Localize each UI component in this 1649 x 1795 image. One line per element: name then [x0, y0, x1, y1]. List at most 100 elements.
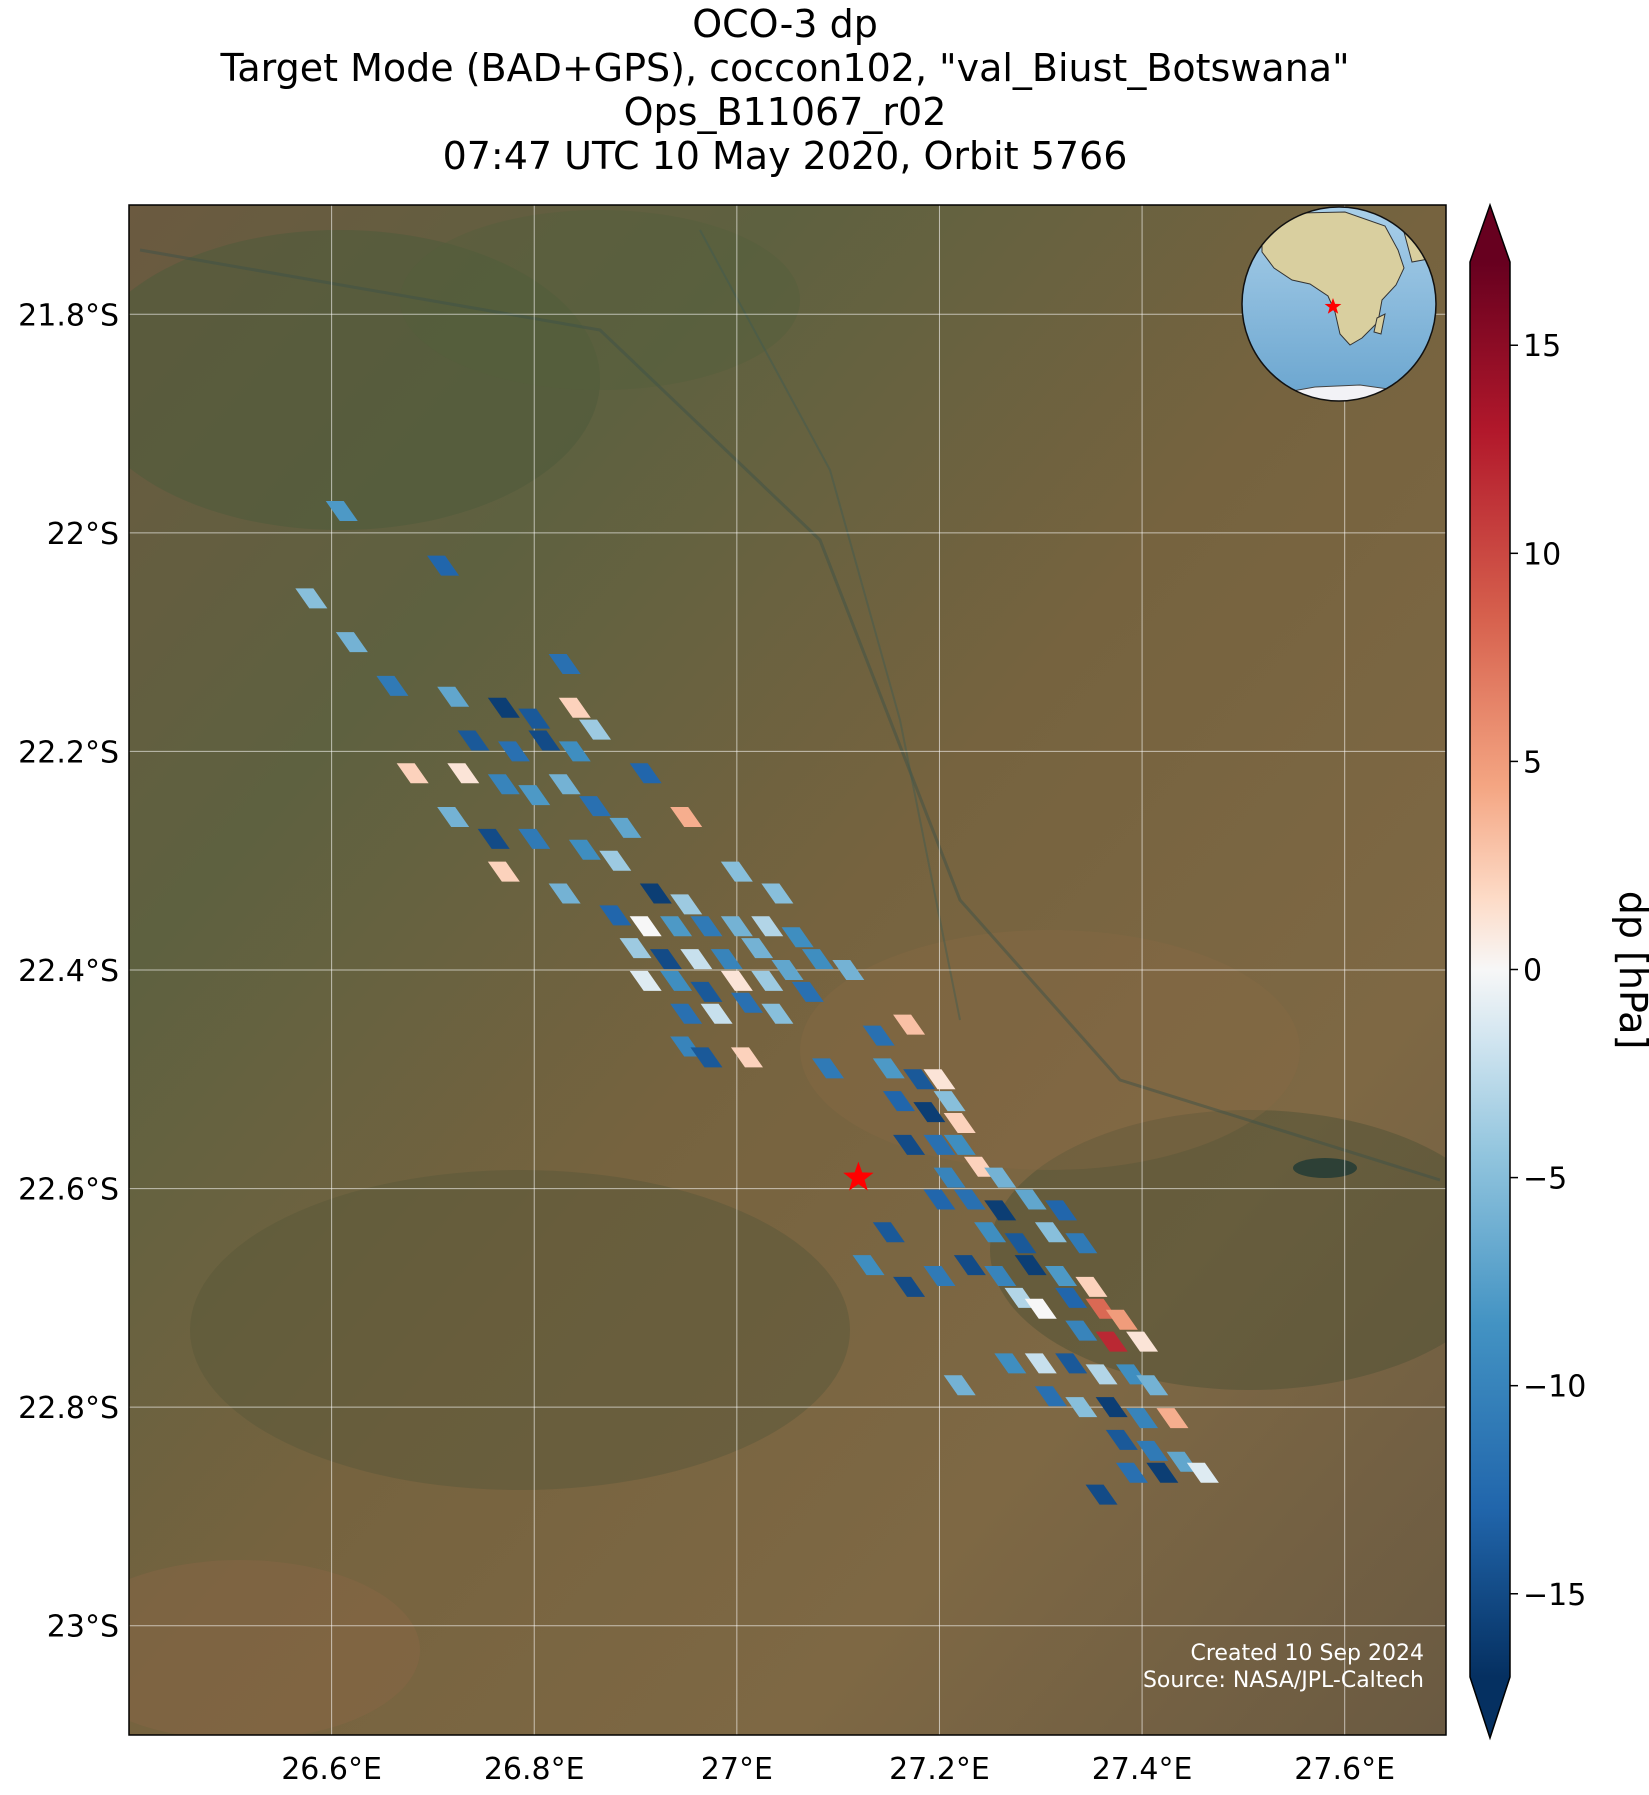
dp-sounding [791, 981, 824, 1002]
dp-sounding [518, 708, 551, 729]
colorbar-tick-label: 0 [1523, 954, 1542, 989]
dp-sounding [629, 970, 662, 991]
credit-source: Source: NASA/JPL-Caltech [1142, 1668, 1424, 1693]
dp-sounding [751, 916, 784, 937]
dp-sounding [629, 916, 662, 937]
dp-sounding [1085, 1484, 1118, 1505]
dp-sounding [761, 883, 794, 904]
dp-sounding [1156, 1408, 1189, 1429]
colorbar-tick-label: −15 [1523, 1578, 1586, 1613]
dp-sounding [558, 741, 591, 762]
dp-sounding [579, 719, 612, 740]
dp-sounding [984, 1167, 1017, 1188]
dp-sounding [953, 1189, 986, 1210]
colorbar-tick-label: 15 [1523, 329, 1561, 364]
map-frame [128, 204, 1447, 1736]
dp-sounding [1136, 1375, 1169, 1396]
lon-tick-label: 27.4°E [1092, 1752, 1193, 1787]
colorbar-gradient [1470, 262, 1510, 1677]
dp-sounding [487, 774, 520, 795]
dp-sounding [741, 938, 774, 959]
dp-sounding [1014, 1255, 1047, 1276]
dp-sounding [660, 916, 693, 937]
dp-sounding [599, 850, 632, 871]
dp-sounding [984, 1266, 1017, 1286]
dp-sounding [943, 1113, 976, 1133]
dp-sounding [518, 785, 551, 806]
dp-sounding [579, 796, 612, 817]
dp-soundings [295, 501, 1219, 1505]
dp-sounding [1095, 1397, 1128, 1418]
dp-sounding [325, 501, 358, 521]
dp-sounding [548, 654, 581, 674]
map-axes: 26.6°E 26.8°E 27°E 27.2°E 27.4°E 27.6°E 21.8°S… [18, 298, 1395, 1787]
colorbar-extend-low [1470, 1677, 1510, 1738]
lon-tick-label: 26.8°E [484, 1752, 585, 1787]
dp-sounding [720, 970, 753, 991]
dp-sounding [1126, 1331, 1159, 1352]
dp-sounding [599, 905, 632, 926]
madagascar-landmass [1373, 313, 1386, 335]
dp-sounding [639, 883, 672, 904]
dp-sounding [1075, 1276, 1108, 1297]
dp-sounding [923, 1266, 956, 1286]
lat-tick-label: 23°S [47, 1610, 119, 1645]
dp-sounding [477, 828, 510, 849]
target-star-marker [843, 1161, 874, 1191]
dp-sounding [872, 1058, 905, 1079]
dp-sounding [670, 807, 703, 827]
dp-sounding [497, 741, 530, 762]
colorbar-tick-label: 5 [1523, 745, 1542, 780]
dp-sounding [801, 949, 834, 970]
dp-sounding [943, 1134, 976, 1155]
dp-sounding [427, 555, 460, 576]
dp-sounding [548, 774, 581, 795]
dp-sounding [568, 839, 601, 860]
dp-sounding [487, 697, 520, 718]
dp-sounding [396, 763, 429, 784]
title-line-product: OCO-3 dp [692, 2, 878, 46]
dp-sounding [730, 1047, 763, 1068]
dp-sounding [1115, 1462, 1148, 1483]
lon-tick-label: 26.6°E [281, 1752, 382, 1787]
colorbar-label: dp [hPa] [1611, 891, 1649, 1050]
dp-sounding [1014, 1189, 1047, 1210]
dp-sounding [1146, 1462, 1179, 1483]
africa-landmass [1261, 211, 1405, 346]
title-line-time: 07:47 UTC 10 May 2020, Orbit 5766 [442, 134, 1128, 178]
dp-sounding [1105, 1429, 1138, 1450]
dp-sounding [953, 1255, 986, 1276]
dp-sounding [761, 1003, 794, 1024]
colorbar-extend-high [1470, 205, 1510, 262]
dp-sounding [518, 828, 551, 849]
dp-sounding [994, 1353, 1027, 1374]
dp-sounding [943, 1375, 976, 1396]
dp-sounding [1105, 1309, 1138, 1330]
lat-tick-label: 22.6°S [18, 1173, 119, 1208]
dp-sounding [1004, 1233, 1037, 1254]
dp-sounding [751, 970, 784, 991]
dp-sounding [690, 981, 723, 1002]
inset-globe [1241, 206, 1437, 402]
dp-sounding [690, 916, 723, 937]
dp-sounding [832, 960, 865, 980]
dp-sounding [649, 949, 682, 970]
dp-sounding [974, 1222, 1007, 1243]
dp-sounding [1126, 1408, 1159, 1429]
dp-sounding [1055, 1287, 1088, 1308]
dp-sounding [1065, 1233, 1098, 1254]
lat-tick-label: 22.2°S [18, 735, 119, 770]
dp-sounding [487, 861, 520, 882]
colorbar-ticks: 15 10 5 0 −5 −10 −15 [1510, 329, 1586, 1613]
dp-sounding [893, 1014, 926, 1035]
dp-sounding [933, 1091, 966, 1112]
dp-sounding [872, 1222, 905, 1243]
title-line-mode: Target Mode (BAD+GPS), coccon102, "val_B… [220, 46, 1350, 90]
dp-sounding [335, 632, 368, 653]
dp-sounding [1024, 1353, 1057, 1374]
dp-sounding [730, 992, 763, 1013]
dp-sounding [1065, 1397, 1098, 1418]
credit-created: Created 10 Sep 2024 [1190, 1641, 1425, 1666]
globe-target-star [1324, 298, 1342, 314]
